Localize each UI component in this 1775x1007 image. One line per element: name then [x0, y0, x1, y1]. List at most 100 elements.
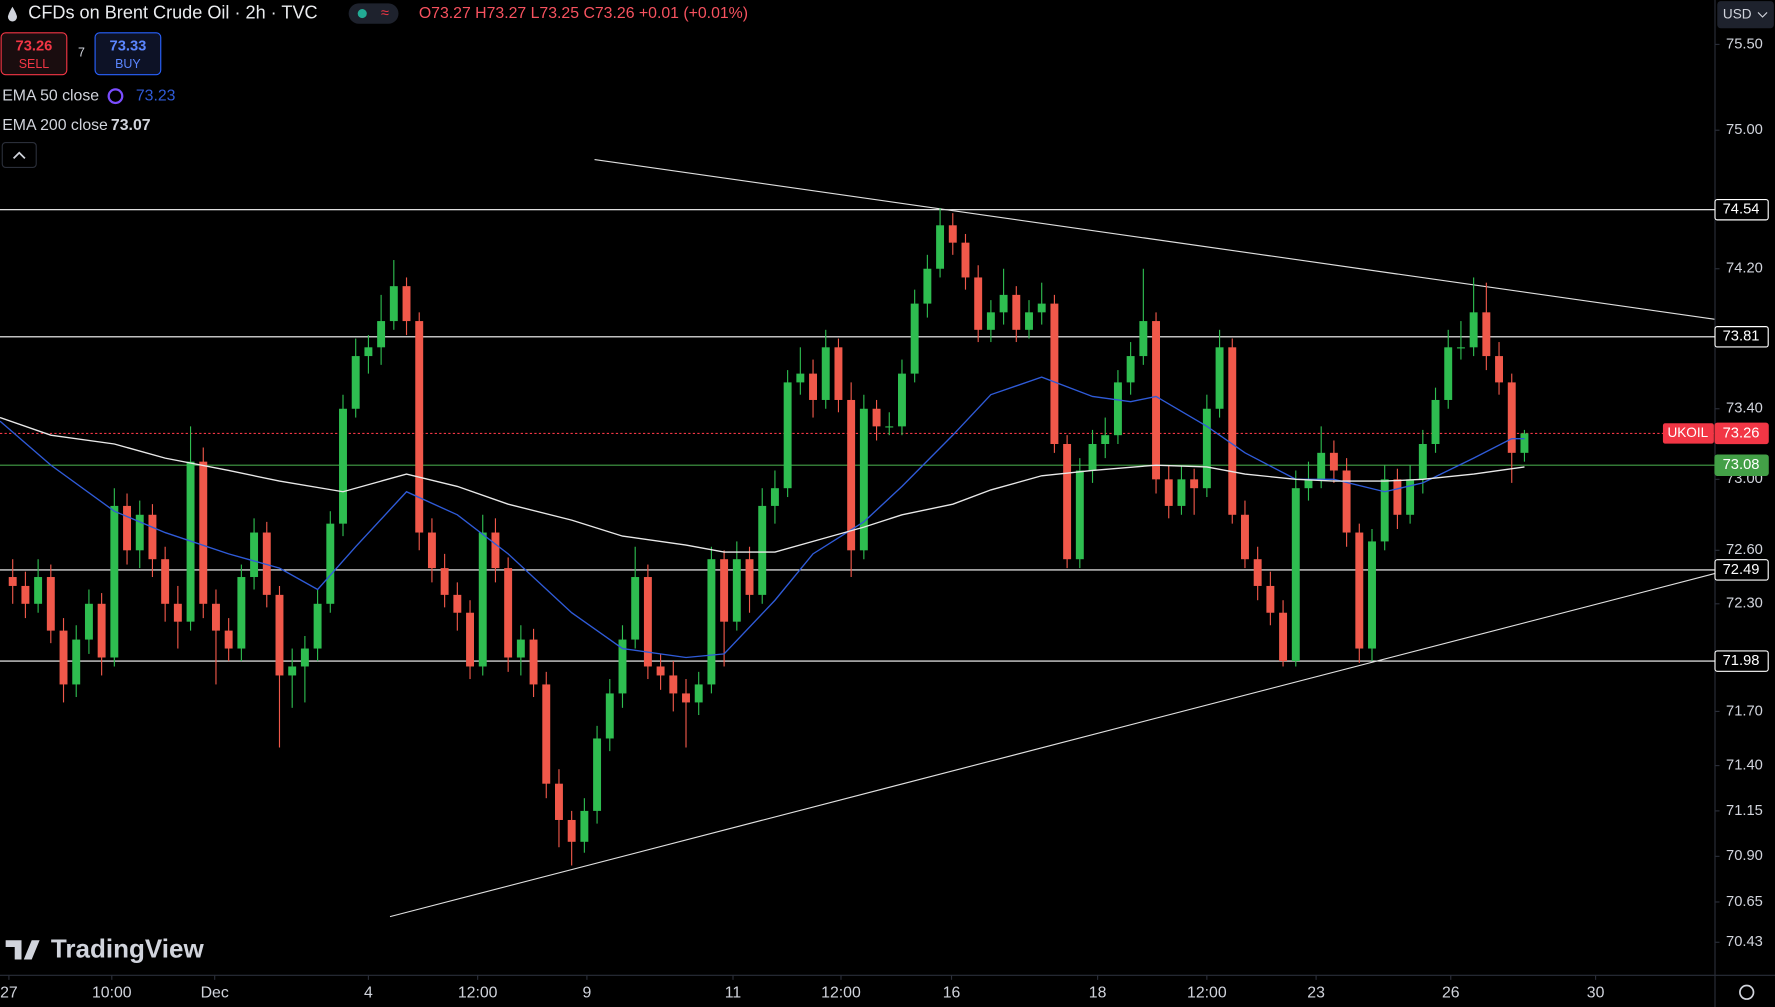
candle-body — [1037, 303, 1046, 313]
settings-button[interactable] — [1739, 984, 1755, 1000]
level-label: 73.81 — [1723, 329, 1760, 345]
candle-body — [961, 242, 970, 278]
candle-body — [1241, 514, 1249, 560]
candle-body — [440, 568, 449, 595]
candle-body — [1266, 585, 1275, 613]
y-tick-label: 71.70 — [1726, 703, 1763, 719]
candle-body — [758, 505, 767, 595]
candle-body — [1152, 321, 1161, 480]
buy-price[interactable]: 73.33 — [110, 38, 147, 54]
x-tick-label: Dec — [201, 985, 229, 1002]
candle-body — [1228, 347, 1237, 515]
candle-body — [898, 373, 906, 427]
candle-body — [1113, 382, 1122, 436]
candle-body — [84, 603, 93, 640]
sell-label[interactable]: SELL — [19, 57, 50, 71]
candle-body — [1075, 470, 1084, 560]
candle-body — [288, 666, 297, 676]
candle-body — [123, 505, 131, 551]
candle-body — [732, 559, 741, 622]
status-icon: ≈ — [381, 5, 389, 21]
collapse-button[interactable] — [1, 141, 37, 169]
x-tick-label: 26 — [1442, 985, 1460, 1002]
candle-body — [885, 426, 894, 428]
candle-body — [377, 321, 386, 348]
x-tick-label: 16 — [943, 985, 961, 1002]
buy-box[interactable] — [94, 32, 162, 76]
collapse-icon[interactable] — [12, 151, 26, 160]
candle-body — [389, 286, 398, 322]
candle-body — [847, 399, 856, 551]
level-label-box — [1714, 326, 1769, 348]
symbol-label: UKOIL — [1667, 425, 1708, 440]
watermark: TradingView — [51, 933, 205, 963]
candle-body — [1304, 479, 1313, 489]
candle-body — [1431, 399, 1440, 445]
candle-body — [605, 693, 614, 739]
trend-line — [389, 572, 1716, 918]
candle-body — [313, 603, 322, 649]
candle-body — [1507, 382, 1516, 453]
candle-body — [923, 268, 932, 304]
candle-body — [1380, 479, 1389, 542]
sell-box[interactable] — [0, 32, 68, 76]
x-tick-label: 9 — [583, 985, 592, 1002]
candle-body — [275, 594, 284, 676]
spread: 7 — [78, 45, 85, 59]
candle-body — [250, 532, 259, 578]
currency-caret[interactable] — [1757, 12, 1768, 18]
candle-body — [1164, 479, 1173, 506]
candle-body — [212, 603, 220, 631]
candle-body — [796, 373, 805, 383]
candle-body — [720, 559, 729, 622]
currency[interactable]: USD — [1723, 6, 1752, 21]
candle-body — [148, 514, 157, 560]
candle-body — [8, 577, 17, 586]
candle-body — [936, 225, 945, 269]
level-label-box — [1714, 198, 1769, 221]
candle-body — [72, 639, 81, 685]
y-tick-label: 74.20 — [1726, 261, 1763, 277]
buy-label[interactable]: BUY — [115, 57, 141, 71]
candle-body — [1126, 356, 1135, 383]
candle-body — [1342, 470, 1351, 533]
legend-value: 73.23 — [136, 87, 176, 104]
candle-body — [1368, 541, 1376, 649]
watermark-logo — [5, 940, 40, 960]
candle-body — [682, 693, 690, 703]
candle-body — [542, 684, 551, 784]
legend-value: 73.07 — [111, 117, 151, 134]
x-tick-label: 11 — [725, 985, 742, 1002]
candle-body — [1317, 452, 1326, 480]
candle-body — [821, 347, 830, 400]
sell-button[interactable]: 73.26 SELL — [0, 32, 68, 76]
candle-body — [555, 783, 563, 820]
ema-line — [0, 376, 1525, 659]
currency-button[interactable] — [1717, 1, 1774, 29]
candle-body — [618, 639, 627, 694]
candle-body — [516, 639, 525, 658]
sell-price[interactable]: 73.26 — [16, 38, 53, 54]
candle-body — [1329, 452, 1338, 471]
candle-body — [97, 603, 106, 658]
candle-body — [1495, 356, 1504, 383]
candle-body — [974, 277, 983, 330]
candle-body — [300, 648, 309, 667]
legend-icon — [107, 88, 124, 105]
candle-body — [402, 286, 411, 322]
candle-body — [415, 321, 424, 533]
candle-body — [669, 675, 678, 694]
legend-label: EMA 50 close — [2, 87, 99, 104]
candle-body — [643, 577, 652, 667]
candle-body — [1253, 559, 1262, 586]
candle-body — [46, 577, 55, 631]
buy-button[interactable]: 73.33 BUY — [94, 32, 162, 76]
candle-body — [224, 630, 233, 649]
candle-body — [1177, 479, 1186, 506]
plot-area — [0, 158, 1716, 918]
candle-body — [859, 408, 868, 551]
candle-body — [1101, 435, 1110, 445]
y-tick-label: 72.30 — [1726, 596, 1763, 612]
candle-body — [770, 488, 779, 506]
